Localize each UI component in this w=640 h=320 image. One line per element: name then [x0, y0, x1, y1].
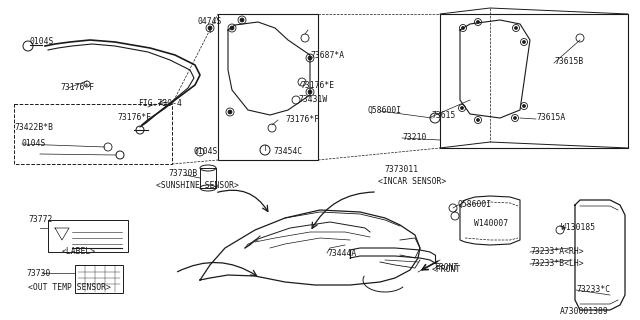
Text: 73615: 73615	[431, 111, 456, 121]
Text: 73233*A<RH>: 73233*A<RH>	[530, 247, 584, 257]
Text: 0104S: 0104S	[30, 37, 54, 46]
Circle shape	[230, 26, 234, 30]
Bar	[200, 168, 216, 188]
Circle shape	[308, 56, 312, 60]
Text: 0104S: 0104S	[194, 148, 218, 156]
Text: 73730: 73730	[26, 268, 51, 277]
Text: 73176*F: 73176*F	[285, 116, 319, 124]
Text: 73176*E: 73176*E	[300, 81, 334, 90]
Text: W140007: W140007	[474, 220, 508, 228]
Text: A730001389: A730001389	[560, 307, 609, 316]
Text: <OUT TEMP SENSOR>: <OUT TEMP SENSOR>	[28, 283, 111, 292]
Bar	[440, 14, 628, 148]
Text: 73772: 73772	[28, 215, 52, 225]
Circle shape	[522, 105, 525, 108]
Text: 73444A: 73444A	[327, 249, 356, 258]
Text: 7373011: 7373011	[384, 165, 418, 174]
Circle shape	[228, 110, 232, 114]
Bar	[218, 14, 318, 160]
Text: 73730B: 73730B	[168, 169, 197, 178]
Text: W130185: W130185	[561, 223, 595, 233]
Circle shape	[208, 26, 212, 30]
Circle shape	[308, 90, 312, 94]
Circle shape	[477, 118, 479, 122]
Text: 73233*C: 73233*C	[576, 285, 610, 294]
Text: 73454C: 73454C	[273, 148, 302, 156]
Text: Q58600I: Q58600I	[458, 199, 492, 209]
Circle shape	[461, 107, 463, 109]
Circle shape	[515, 27, 518, 29]
Circle shape	[461, 27, 465, 29]
Text: <INCAR SENSOR>: <INCAR SENSOR>	[378, 178, 446, 187]
Text: <SUNSHINE SENSOR>: <SUNSHINE SENSOR>	[156, 181, 239, 190]
Circle shape	[513, 116, 516, 119]
Text: 0474S: 0474S	[198, 18, 222, 27]
Text: Q58600I: Q58600I	[368, 106, 402, 115]
Text: 0104S: 0104S	[22, 140, 46, 148]
Bar	[14, 104, 172, 164]
Text: FRONT: FRONT	[434, 262, 458, 271]
Circle shape	[240, 18, 244, 22]
Text: 73176*F: 73176*F	[60, 84, 94, 92]
Text: <FRONT: <FRONT	[432, 266, 461, 275]
Text: 73210: 73210	[402, 132, 426, 141]
Text: FIG.730-4: FIG.730-4	[138, 100, 182, 108]
Circle shape	[522, 41, 525, 44]
Text: 73233*B<LH>: 73233*B<LH>	[530, 260, 584, 268]
Text: 73615A: 73615A	[536, 114, 565, 123]
Bar	[75, 265, 123, 293]
Circle shape	[477, 20, 479, 23]
Text: 73687*A: 73687*A	[310, 51, 344, 60]
Text: 73431W: 73431W	[298, 95, 327, 105]
Bar	[48, 220, 128, 252]
Text: <LABEL>: <LABEL>	[62, 247, 96, 257]
Text: 73615B: 73615B	[554, 58, 583, 67]
Text: 73176*F: 73176*F	[117, 114, 151, 123]
Text: 73422B*B: 73422B*B	[14, 123, 53, 132]
